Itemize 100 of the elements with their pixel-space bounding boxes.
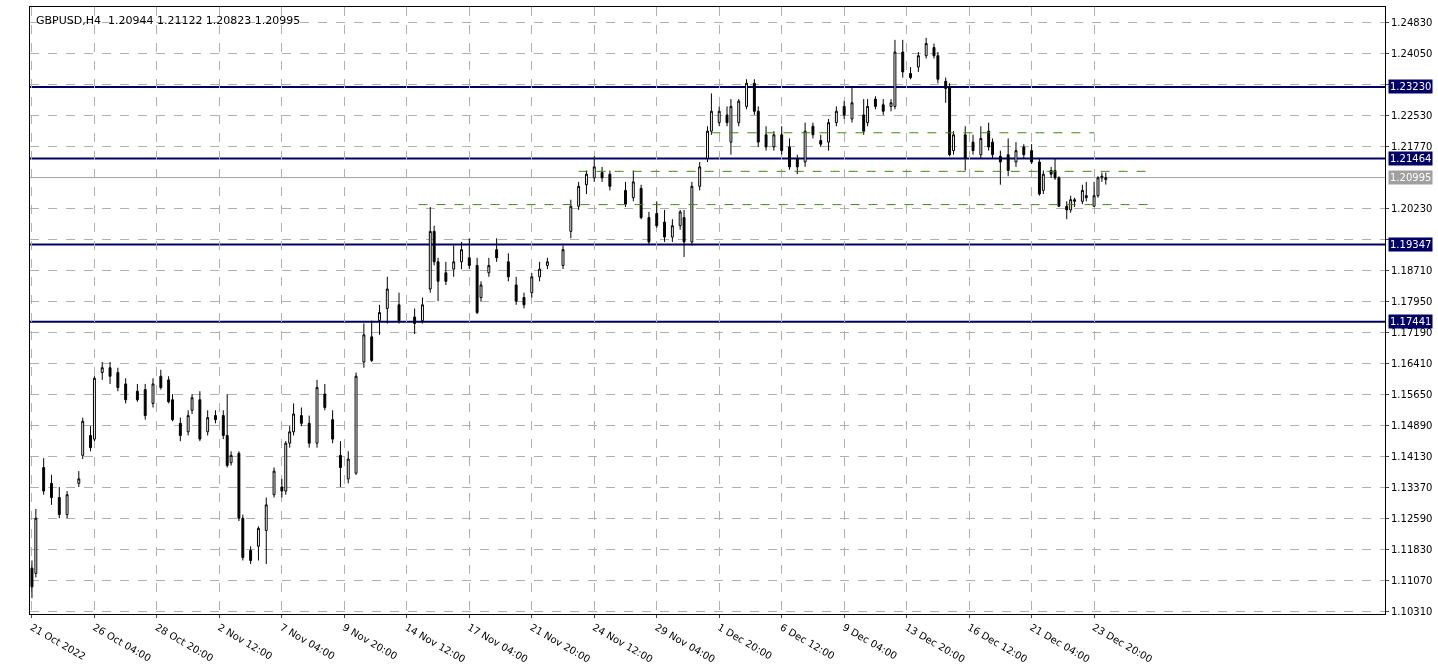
candlestick	[577, 181, 581, 211]
candlestick	[299, 406, 303, 427]
y-tick-label: 1.18710	[1391, 264, 1433, 276]
candlestick	[631, 170, 635, 202]
candlestick	[385, 276, 389, 324]
y-tick-label: 1.20230	[1391, 203, 1433, 215]
candlestick	[475, 257, 479, 315]
candlestick	[346, 450, 350, 484]
candlestick	[362, 322, 366, 369]
ref-line-label: 1.23230	[1390, 81, 1432, 92]
candlestick	[323, 383, 327, 411]
candlestick	[249, 545, 253, 565]
ref-line-label: 1.20995	[1390, 172, 1432, 183]
candlestick	[916, 51, 920, 73]
y-tick-label: 1.21770	[1391, 140, 1433, 152]
candlestick	[639, 184, 643, 220]
candlestick	[100, 361, 104, 381]
y-tick-label: 1.14890	[1391, 419, 1433, 431]
ref-line-label: 1.19347	[1390, 239, 1432, 250]
candlestick	[979, 125, 983, 159]
candlestick	[1065, 200, 1069, 220]
candlestick	[538, 261, 542, 282]
y-tick-label: 1.24830	[1391, 16, 1433, 28]
candlestick	[354, 372, 358, 476]
candlestick	[506, 252, 510, 282]
candlestick	[420, 297, 424, 324]
candlestick	[214, 409, 217, 424]
candlestick	[81, 417, 85, 460]
candlestick	[663, 209, 666, 243]
candlestick	[682, 209, 686, 258]
y-tick-label: 1.17950	[1391, 295, 1433, 307]
y-tick-label: 1.10310	[1391, 605, 1433, 617]
candlestick	[378, 304, 381, 336]
candlestick	[487, 257, 491, 278]
candlestick	[1030, 143, 1034, 165]
candlestick	[256, 525, 260, 561]
candlestick	[495, 237, 499, 263]
candlestick	[788, 137, 791, 171]
y-tick-label: 1.17190	[1391, 326, 1433, 338]
candlestick	[772, 130, 776, 152]
text: GBPUSD,H4 1.20944 1.21122 1.20823 1.20995	[35, 14, 301, 28]
candlestick	[428, 206, 432, 294]
y-tick-label: 1.16410	[1391, 358, 1433, 370]
candlestick	[135, 383, 139, 403]
candlestick	[811, 122, 815, 139]
candlestick	[764, 125, 768, 152]
y-tick-label: 1.24050	[1391, 48, 1433, 60]
candlestick	[795, 154, 799, 175]
candlestick	[819, 134, 823, 148]
candlestick	[57, 486, 61, 519]
candlestick	[862, 98, 866, 136]
candlestick	[151, 377, 155, 408]
candlestick	[370, 320, 374, 363]
candlestick	[584, 170, 588, 195]
candlestick	[77, 470, 81, 488]
candlestick	[206, 409, 210, 436]
candlestick	[737, 98, 741, 127]
candlestick	[834, 105, 838, 127]
candlestick	[452, 245, 456, 278]
candlestick	[108, 361, 112, 385]
candlestick	[600, 166, 604, 183]
candlestick	[331, 409, 335, 444]
candlestick	[963, 125, 967, 172]
candlestick	[143, 383, 147, 421]
candlestick	[264, 497, 268, 565]
candlestick	[717, 105, 721, 127]
candlestick	[909, 66, 913, 80]
y-tick-label: 1.13370	[1391, 481, 1433, 493]
y-tick-label: 1.14130	[1391, 450, 1433, 462]
candlestick	[655, 200, 659, 229]
candlestick	[971, 134, 975, 156]
candlestick	[514, 276, 518, 306]
candlestick	[608, 170, 612, 191]
candlestick	[670, 218, 674, 243]
candlestick	[198, 390, 202, 442]
y-tick-label: 1.22530	[1391, 109, 1433, 121]
candlestick	[729, 98, 733, 156]
ref-line-label: 1.17441	[1390, 316, 1432, 327]
candlestick	[1006, 137, 1010, 177]
candlestick	[50, 474, 53, 506]
candlestick	[1037, 157, 1041, 197]
candlestick	[225, 393, 229, 469]
candlestick	[1014, 141, 1018, 168]
candlestick	[842, 100, 846, 120]
candlestick	[338, 440, 342, 488]
candlestick	[460, 241, 463, 270]
candlestick	[873, 95, 877, 110]
candlestick	[561, 245, 565, 270]
candlestick	[530, 272, 534, 299]
candlestick	[545, 257, 549, 270]
y-tick-label: 1.11070	[1391, 574, 1433, 586]
candlestick	[827, 118, 831, 152]
ref-line-label: 1.21464	[1390, 153, 1432, 164]
candlestick	[272, 467, 276, 499]
candlestick	[315, 379, 319, 449]
candlestick	[116, 367, 120, 392]
candlestick	[745, 78, 749, 110]
candlestick	[569, 199, 573, 239]
candlestick	[998, 150, 1002, 186]
candlestick	[647, 211, 651, 245]
